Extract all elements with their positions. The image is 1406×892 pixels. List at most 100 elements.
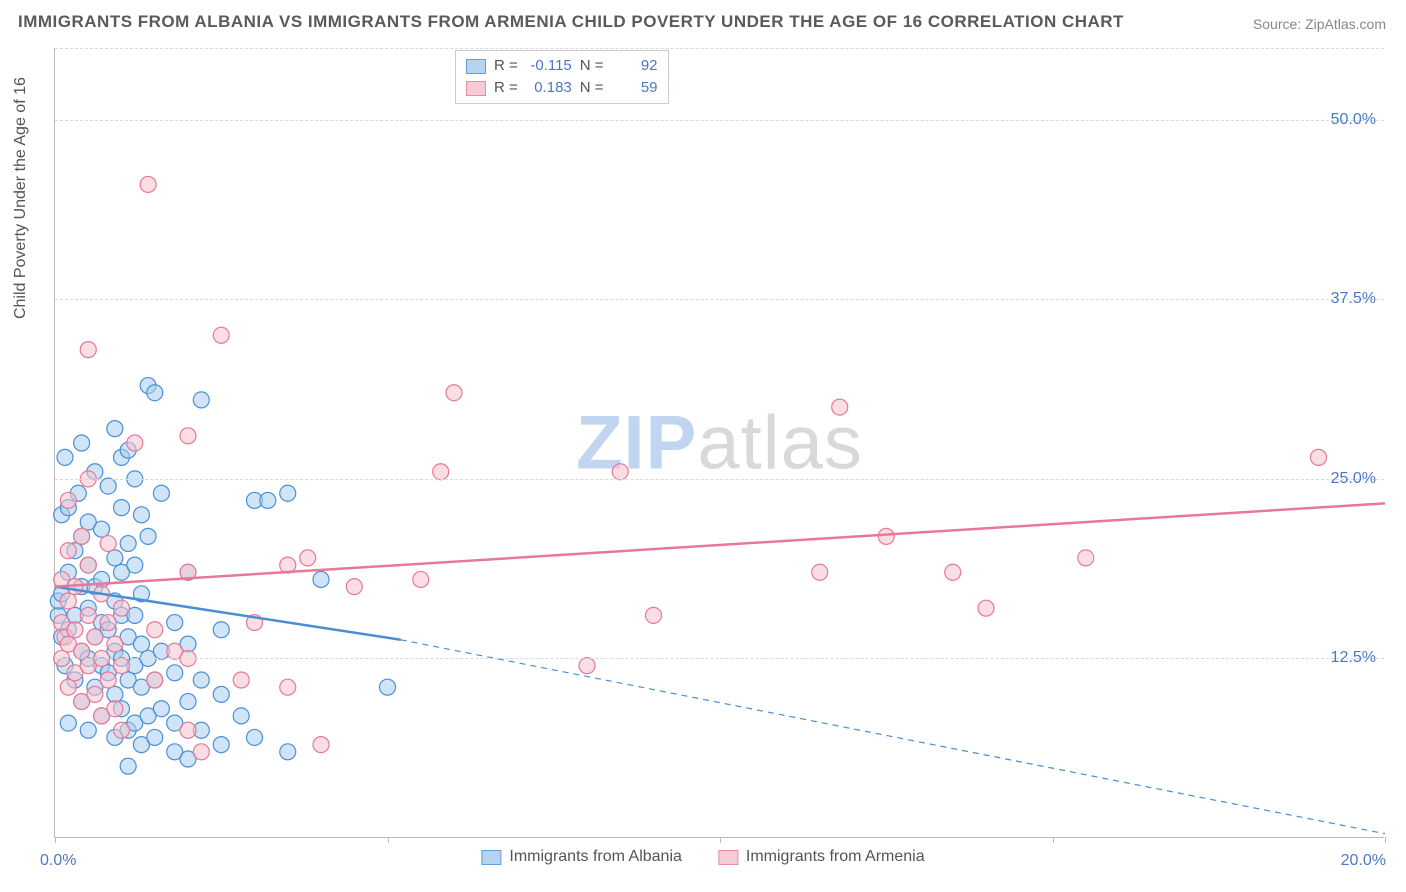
data-point [140,176,156,192]
data-point [74,435,90,451]
data-point [120,536,136,552]
y-tick-label: 37.5% [1331,290,1376,308]
data-point [247,729,263,745]
source-label: Source: [1253,16,1301,32]
data-point [213,737,229,753]
y-axis-label: Child Poverty Under the Age of 16 [12,77,30,319]
data-point [1078,550,1094,566]
data-point [446,385,462,401]
data-point [87,686,103,702]
data-point [107,421,123,437]
x-tick [55,837,56,843]
legend-item: Immigrants from Albania [481,848,682,866]
data-point [114,658,130,674]
data-point [213,686,229,702]
x-tick [1053,837,1054,843]
data-point [313,737,329,753]
data-point [107,686,123,702]
data-point [193,744,209,760]
data-point [114,722,130,738]
data-point [140,528,156,544]
data-point [280,679,296,695]
data-point [1311,449,1327,465]
scatter-plot-svg [55,48,1384,837]
data-point [280,485,296,501]
data-point [260,492,276,508]
data-point [812,564,828,580]
data-point [80,557,96,573]
data-point [233,708,249,724]
data-point [878,528,894,544]
data-point [213,327,229,343]
legend-swatch-albania [481,850,501,865]
data-point [300,550,316,566]
source-attribution: Source: ZipAtlas.com [1253,16,1386,32]
x-axis-label-left: 0.0% [40,852,76,870]
gridline [55,299,1384,300]
data-point [579,658,595,674]
gridline [55,658,1384,659]
data-point [612,464,628,480]
source-value: ZipAtlas.com [1305,16,1386,32]
data-point [133,636,149,652]
data-point [107,701,123,717]
data-point [87,629,103,645]
y-tick-label: 25.0% [1331,470,1376,488]
data-point [127,435,143,451]
y-tick-label: 50.0% [1331,111,1376,129]
data-point [346,579,362,595]
data-point [100,478,116,494]
data-point [193,392,209,408]
data-point [213,622,229,638]
data-point [114,500,130,516]
data-point [74,528,90,544]
legend-swatch-armenia [718,850,738,865]
legend-label: Immigrants from Albania [509,848,682,866]
data-point [80,342,96,358]
data-point [60,593,76,609]
data-point [180,428,196,444]
y-tick-label: 12.5% [1331,649,1376,667]
chart-plot-area: ZIPatlas R = -0.115 N = 92 R = 0.183 N =… [54,48,1384,838]
data-point [153,485,169,501]
data-point [133,507,149,523]
gridline [55,48,1384,49]
data-point [60,679,76,695]
data-point [433,464,449,480]
gridline [55,479,1384,480]
data-point [74,643,90,659]
data-point [60,715,76,731]
data-point [100,536,116,552]
data-point [233,672,249,688]
data-point [180,694,196,710]
trend-line [55,503,1385,586]
data-point [153,701,169,717]
x-tick [720,837,721,843]
gridline [55,120,1384,121]
data-point [380,679,396,695]
data-point [945,564,961,580]
data-point [167,615,183,631]
data-point [57,449,73,465]
legend-item: Immigrants from Armenia [718,848,925,866]
data-point [80,607,96,623]
data-point [413,571,429,587]
x-tick [388,837,389,843]
data-point [120,758,136,774]
data-point [193,672,209,688]
data-point [978,600,994,616]
data-point [80,722,96,738]
data-point [60,492,76,508]
x-axis-label-right: 20.0% [1341,852,1386,870]
data-point [313,571,329,587]
data-point [127,557,143,573]
series-legend: Immigrants from Albania Immigrants from … [481,848,924,866]
data-point [832,399,848,415]
legend-label: Immigrants from Armenia [746,848,925,866]
data-point [646,607,662,623]
data-point [280,744,296,760]
data-point [114,600,130,616]
data-point [100,672,116,688]
data-point [100,615,116,631]
data-point [107,636,123,652]
